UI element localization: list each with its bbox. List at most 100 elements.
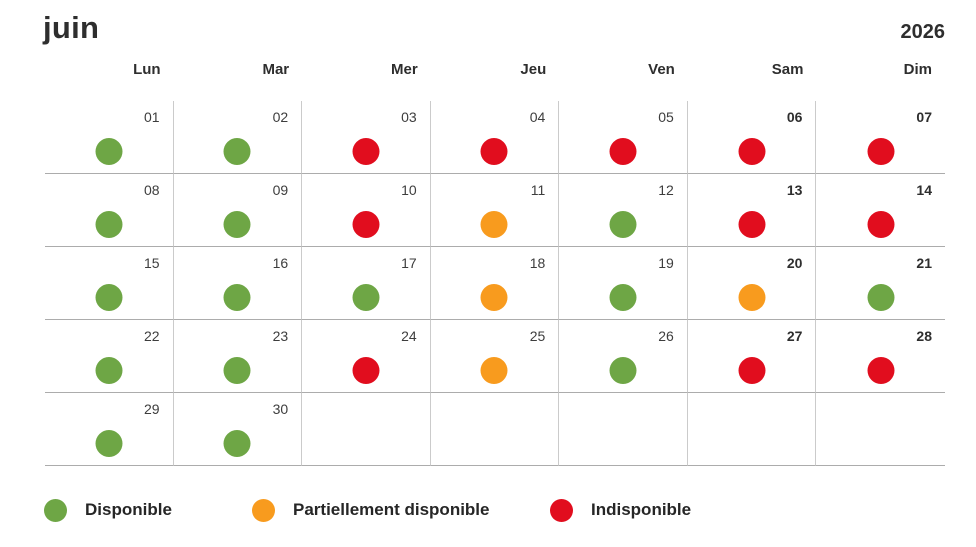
- day-cell-21[interactable]: 21: [816, 247, 945, 320]
- day-cell-13[interactable]: 13: [687, 174, 817, 247]
- unavailable-availability-dot-icon: [738, 138, 766, 165]
- day-cell-09[interactable]: 09: [173, 174, 303, 247]
- day-cell-23[interactable]: 23: [173, 320, 303, 393]
- day-cell-15[interactable]: 15: [45, 247, 174, 320]
- available-availability-dot-icon: [609, 357, 637, 384]
- day-number: 17: [401, 255, 417, 271]
- unavailable-availability-dot-icon: [738, 357, 766, 384]
- day-cell-24[interactable]: 24: [302, 320, 431, 393]
- available-availability-dot-icon: [223, 357, 251, 384]
- day-number: 11: [530, 182, 546, 198]
- unavailable-availability-dot-icon: [867, 211, 895, 238]
- day-cell-04[interactable]: 04: [430, 101, 560, 174]
- day-number: 15: [143, 255, 160, 271]
- legend-label: Indisponible: [591, 500, 692, 519]
- weekday-header-dim: Dim: [903, 61, 932, 78]
- day-number: 30: [272, 401, 289, 417]
- partial-availability-dot-icon: [738, 284, 766, 311]
- partial-availability-dot-icon: [480, 357, 508, 384]
- available-availability-dot-icon: [95, 284, 123, 311]
- available-availability-dot-icon: [223, 284, 251, 311]
- day-number: 23: [272, 328, 289, 344]
- available-availability-dot-icon: [223, 211, 251, 238]
- unavailable-availability-dot-icon: [738, 211, 766, 238]
- day-number: 28: [916, 328, 932, 344]
- day-cell-02[interactable]: 02: [173, 101, 303, 174]
- day-cell-07[interactable]: 07: [816, 101, 945, 174]
- empty-cell: [687, 393, 817, 466]
- available-availability-dot-icon: [223, 430, 251, 457]
- day-cell-20[interactable]: 20: [687, 247, 817, 320]
- available-availability-dot-icon: [609, 284, 637, 311]
- legend-item-available: Disponible: [44, 497, 172, 523]
- day-cell-29[interactable]: 29: [45, 393, 174, 466]
- day-cell-10[interactable]: 10: [302, 174, 431, 247]
- day-cell-14[interactable]: 14: [816, 174, 945, 247]
- available-availability-dot-icon: [223, 138, 251, 165]
- available-availability-dot-icon: [95, 430, 123, 457]
- unavailable-availability-dot-icon: [352, 211, 380, 238]
- day-cell-01[interactable]: 01: [45, 101, 174, 174]
- legend-item-unavailable: Indisponible: [550, 497, 691, 523]
- day-cell-08[interactable]: 08: [45, 174, 174, 247]
- day-number: 02: [272, 109, 289, 125]
- weekday-header-mer: Mer: [391, 61, 418, 78]
- day-cell-03[interactable]: 03: [302, 101, 431, 174]
- day-cell-19[interactable]: 19: [559, 247, 688, 320]
- year-label: 2026: [900, 21, 946, 43]
- day-cell-25[interactable]: 25: [430, 320, 560, 393]
- day-number: 07: [916, 109, 932, 125]
- day-number: 10: [401, 182, 417, 198]
- partial-availability-dot-icon: [480, 211, 508, 238]
- day-cell-27[interactable]: 27: [687, 320, 817, 393]
- day-cell-11[interactable]: 11: [430, 174, 560, 247]
- day-number: 13: [786, 182, 803, 198]
- unavailable-availability-dot-icon: [867, 138, 895, 165]
- calendar-grid: 01 02 03 04 05 06 07 08 09 10 11 12 13 14 15 16 17 18 19 20…: [45, 101, 945, 466]
- day-cell-28[interactable]: 28: [816, 320, 945, 393]
- day-number: 05: [658, 109, 674, 125]
- day-number: 08: [143, 182, 160, 198]
- day-number: 18: [529, 255, 546, 271]
- day-number: 09: [272, 182, 289, 198]
- day-number: 12: [658, 182, 674, 198]
- day-number: 22: [143, 328, 160, 344]
- unavailable-availability-dot-icon: [352, 357, 380, 384]
- available-availability-dot-icon: [95, 138, 123, 165]
- available-availability-dot-icon: [95, 357, 123, 384]
- day-number: 27: [786, 328, 803, 344]
- day-cell-30[interactable]: 30: [173, 393, 303, 466]
- unavailable-availability-dot-icon: [352, 138, 380, 165]
- day-number: 24: [401, 328, 417, 344]
- legend-item-partial: Partiellement disponible: [252, 497, 490, 523]
- day-cell-16[interactable]: 16: [173, 247, 303, 320]
- day-cell-22[interactable]: 22: [45, 320, 174, 393]
- available-availability-dot-icon: [867, 284, 895, 311]
- weekday-header-jeu: Jeu: [520, 61, 547, 78]
- day-cell-17[interactable]: 17: [302, 247, 431, 320]
- unavailable-dot-icon: [550, 498, 573, 522]
- weekday-header-ven: Ven: [648, 61, 675, 78]
- day-cell-26[interactable]: 26: [559, 320, 688, 393]
- unavailable-availability-dot-icon: [609, 138, 637, 165]
- day-cell-12[interactable]: 12: [559, 174, 688, 247]
- day-number: 04: [529, 109, 546, 125]
- empty-cell: [430, 393, 560, 466]
- day-cell-18[interactable]: 18: [430, 247, 560, 320]
- day-number: 29: [143, 401, 160, 417]
- day-cell-05[interactable]: 05: [559, 101, 688, 174]
- available-availability-dot-icon: [609, 211, 637, 238]
- weekday-header-row: Lun Mar Mer Jeu Ven Sam Dim: [45, 59, 945, 80]
- day-number: 06: [786, 109, 803, 125]
- day-number: 19: [658, 255, 674, 271]
- day-number: 21: [916, 255, 932, 271]
- available-dot-icon: [44, 498, 67, 522]
- available-availability-dot-icon: [95, 211, 123, 238]
- empty-cell: [559, 393, 688, 466]
- day-number: 20: [786, 255, 803, 271]
- day-cell-06[interactable]: 06: [687, 101, 817, 174]
- weekday-header-sam: Sam: [771, 61, 804, 78]
- day-number: 16: [272, 255, 289, 271]
- day-number: 25: [529, 328, 546, 344]
